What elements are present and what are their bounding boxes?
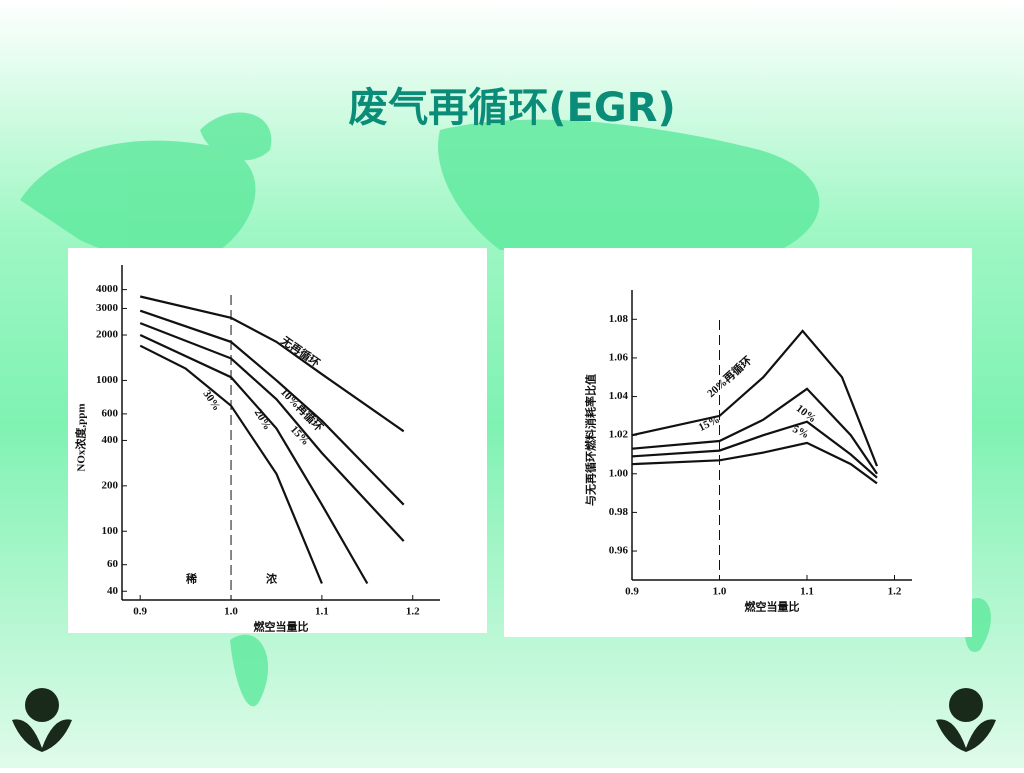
series-line [139, 309, 405, 506]
x-tick-label: 1.1 [800, 586, 814, 598]
x-tick-label: 1.0 [224, 606, 238, 618]
y-tick-label: 2000 [96, 329, 119, 341]
y-tick-label: 100 [102, 525, 119, 537]
series-line [139, 322, 405, 542]
annotation: 浓 [266, 572, 278, 586]
annotation: 稀 [186, 572, 197, 586]
series-line [631, 387, 878, 475]
y-tick-label: 0.98 [609, 506, 629, 518]
y-tick-label: 1.04 [609, 390, 629, 402]
x-tick-label: 1.2 [888, 586, 902, 598]
series-line [631, 329, 879, 467]
y-tick-label: 60 [107, 558, 119, 570]
x-tick-label: 0.9 [133, 606, 147, 618]
series-line [139, 344, 323, 584]
x-tick-label: 1.1 [315, 606, 329, 618]
y-axis-label: NOx浓度,ppm [74, 403, 88, 471]
x-axis-label: 燃空当量比 [744, 600, 800, 614]
y-tick-label: 1.08 [609, 313, 629, 325]
chart-panel [68, 248, 487, 633]
y-tick-label: 1000 [96, 374, 119, 386]
y-tick-label: 3000 [96, 302, 119, 314]
chart-panel [504, 248, 972, 637]
logo [12, 688, 996, 752]
y-tick-label: 600 [102, 407, 119, 419]
series-line [139, 334, 369, 585]
series-line [139, 295, 405, 433]
world-map [20, 112, 991, 707]
y-tick-label: 0.96 [609, 545, 629, 557]
y-tick-label: 400 [102, 434, 119, 446]
series-line [631, 441, 878, 485]
x-tick-label: 1.0 [713, 586, 727, 598]
y-tick-label: 200 [102, 479, 119, 491]
slide-title: 废气再循环(EGR) [348, 85, 676, 131]
y-tick-label: 1.00 [609, 467, 629, 479]
y-tick-label: 1.06 [609, 351, 629, 363]
x-tick-label: 1.2 [406, 606, 420, 618]
y-tick-label: 1.02 [609, 429, 629, 441]
x-axis-label: 燃空当量比 [253, 620, 309, 634]
y-axis-label: 与无再循环燃料消耗率比值 [584, 374, 598, 506]
y-tick-label: 4000 [96, 283, 119, 295]
y-tick-label: 40 [107, 585, 119, 597]
series-line [631, 420, 878, 479]
x-tick-label: 0.9 [625, 586, 639, 598]
